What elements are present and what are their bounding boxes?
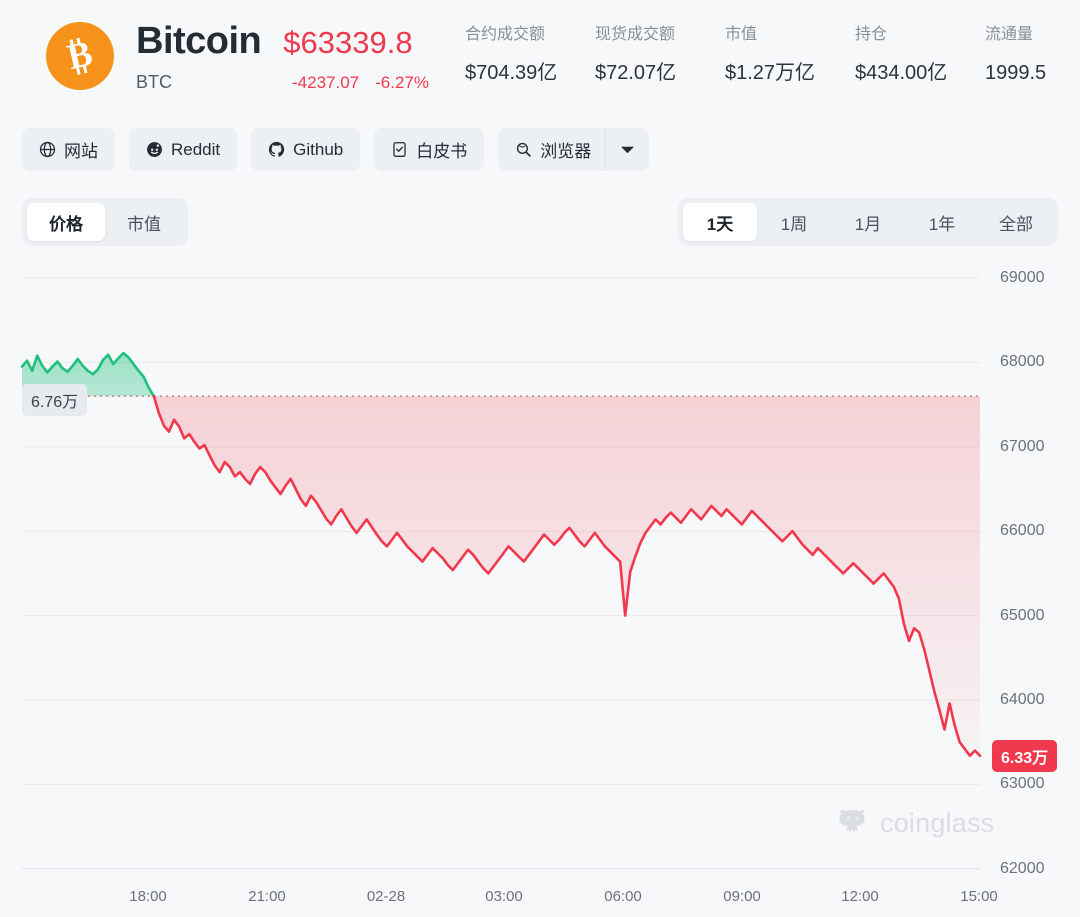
coin-subtitle-row: BTC -4237.07 -6.27% xyxy=(136,72,429,93)
link-button-reddit[interactable]: Reddit xyxy=(129,128,238,171)
bull-icon xyxy=(836,804,870,843)
y-axis-tick-label: 69000 xyxy=(1000,269,1045,286)
chart-controls-row: 价格 市值 1天 1周 1月 1年 全部 xyxy=(0,198,1080,246)
stat-value: $72.07亿 xyxy=(595,62,677,84)
stat-label: 现货成交额 xyxy=(595,26,676,43)
coin-price: $63339.8 xyxy=(283,25,413,60)
price-chart[interactable] xyxy=(0,262,1080,917)
document-check-icon xyxy=(391,141,408,158)
stats-row: 合约成交额 $704.39亿 现货成交额 $72.07亿 市值 $1.27万亿 … xyxy=(465,24,1080,86)
stat-circulating-supply: 流通量 1999.5 xyxy=(985,24,1080,86)
link-button-label: 网站 xyxy=(64,142,98,161)
tab-range-1m[interactable]: 1月 xyxy=(854,214,882,234)
link-button-website[interactable]: 网站 xyxy=(22,128,115,171)
x-axis-tick-label: 15:00 xyxy=(960,888,998,905)
x-axis-tick-label: 02-28 xyxy=(366,888,406,905)
tab-range-1y[interactable]: 1年 xyxy=(928,214,956,234)
change-absolute: -4237.07 xyxy=(292,73,360,92)
x-axis-tick-label: 09:00 xyxy=(723,888,761,905)
page-title: Bitcoin xyxy=(136,20,262,62)
reddit-icon xyxy=(146,141,163,158)
coin-header: B Bitcoin $63339.8 BTC -4237.07 -6.27% 合… xyxy=(0,0,1080,120)
open-price-badge: 6.76万 xyxy=(22,384,88,417)
stat-contract-volume: 合约成交额 $704.39亿 xyxy=(465,24,595,86)
stat-open-interest: 持仓 $434.00亿 xyxy=(855,24,985,86)
y-axis-tick-label: 62000 xyxy=(1000,859,1045,877)
tab-range-1w[interactable]: 1周 xyxy=(780,214,808,234)
stat-value: $434.00亿 xyxy=(855,62,948,84)
y-axis-tick-label: 67000 xyxy=(1000,437,1045,455)
link-button-whitepaper[interactable]: 白皮书 xyxy=(374,128,485,171)
coinglass-watermark: coinglass xyxy=(836,804,994,843)
x-axis-tick-label: 12:00 xyxy=(841,888,879,905)
coin-symbol: BTC xyxy=(136,72,172,92)
link-button-label: Github xyxy=(293,139,344,159)
y-axis-tick-label: 66000 xyxy=(1000,522,1045,540)
tab-range-all[interactable]: 全部 xyxy=(999,214,1033,234)
price-chart-svg xyxy=(20,277,982,870)
y-axis-tick-label: 65000 xyxy=(1000,606,1045,624)
x-axis-tick-label: 18:00 xyxy=(129,888,167,905)
stat-label: 合约成交额 xyxy=(465,26,546,43)
github-icon xyxy=(268,141,285,158)
coin-links-row: 网站 Reddit Github 白皮书 xyxy=(0,128,1080,171)
last-price-badge: 6.33万 xyxy=(992,739,1058,772)
metric-tabs: 价格 市值 xyxy=(22,198,188,246)
stat-market-cap: 市值 $1.27万亿 xyxy=(725,24,855,86)
bitcoin-icon: B xyxy=(46,22,114,90)
globe-icon xyxy=(39,141,56,158)
explorer-search-icon xyxy=(515,141,532,158)
y-axis-tick-label: 64000 xyxy=(1000,691,1045,708)
coin-title-block: Bitcoin $63339.8 BTC -4237.07 -6.27% xyxy=(136,18,429,93)
change-percent: -6.27% xyxy=(375,73,429,92)
watermark-label: coinglass xyxy=(880,808,995,838)
tab-range-1d[interactable]: 1天 xyxy=(683,203,757,241)
y-axis-tick-label: 68000 xyxy=(1000,353,1045,371)
range-tabs: 1天 1周 1月 1年 全部 xyxy=(678,198,1058,246)
link-button-explorer[interactable]: 浏览器 xyxy=(498,128,605,171)
tab-price[interactable]: 价格 xyxy=(27,203,105,241)
link-button-label: 浏览器 xyxy=(540,142,592,161)
y-axis-tick-label: 63000 xyxy=(1000,775,1045,793)
tab-marketcap[interactable]: 市值 xyxy=(127,214,161,234)
link-button-github[interactable]: Github xyxy=(251,128,361,171)
x-axis-tick-label: 21:00 xyxy=(248,888,286,905)
stat-value: $704.39亿 xyxy=(465,62,558,84)
stat-value: $1.27万亿 xyxy=(725,62,816,84)
coin-title-row: Bitcoin $63339.8 xyxy=(136,18,429,66)
link-button-label: 白皮书 xyxy=(416,142,468,161)
x-axis-tick-label: 03:00 xyxy=(485,888,523,905)
stat-label: 持仓 xyxy=(855,26,888,43)
stat-label: 市值 xyxy=(725,26,758,43)
stat-spot-volume: 现货成交额 $72.07亿 xyxy=(595,24,725,86)
chevron-down-icon[interactable] xyxy=(605,128,649,171)
x-axis-tick-label: 06:00 xyxy=(604,888,642,905)
link-button-label: Reddit xyxy=(171,139,221,159)
stat-value: 1999.5 xyxy=(985,62,1047,84)
link-group-explorer: 浏览器 xyxy=(498,128,650,171)
stat-label: 流通量 xyxy=(985,26,1034,43)
